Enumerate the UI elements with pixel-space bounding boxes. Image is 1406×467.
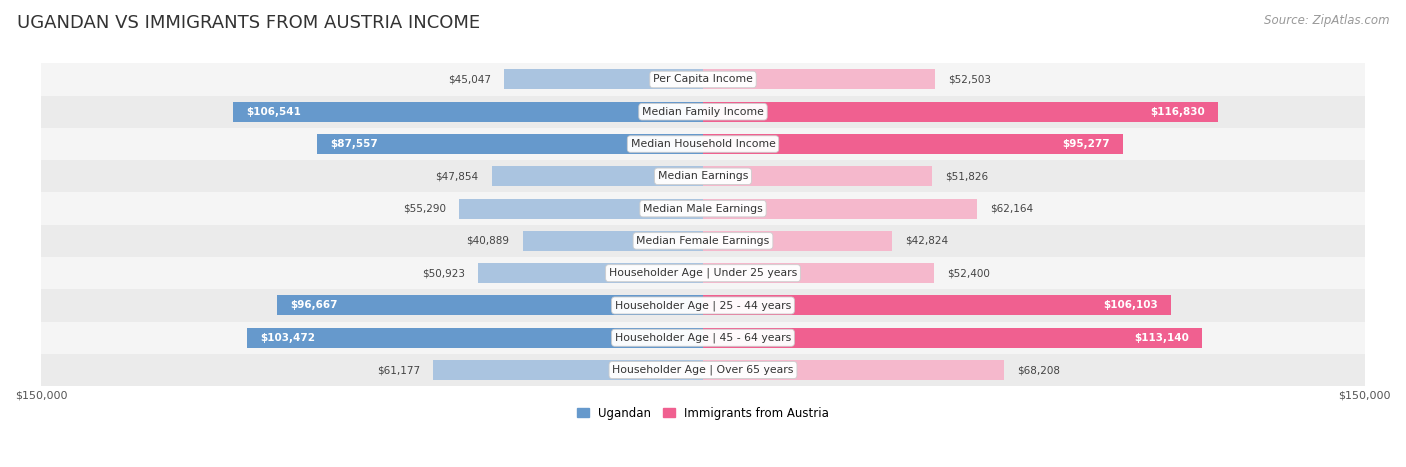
Bar [703,231,891,251]
Text: Householder Age | Under 25 years: Householder Age | Under 25 years [609,268,797,278]
FancyBboxPatch shape [41,322,1365,354]
Text: Median Earnings: Median Earnings [658,171,748,181]
Text: $47,854: $47,854 [436,171,478,181]
Text: $68,208: $68,208 [1017,365,1060,375]
Text: UGANDAN VS IMMIGRANTS FROM AUSTRIA INCOME: UGANDAN VS IMMIGRANTS FROM AUSTRIA INCOM… [17,14,479,32]
Bar [505,70,703,90]
Text: Householder Age | 25 - 44 years: Householder Age | 25 - 44 years [614,300,792,311]
Text: $40,889: $40,889 [467,236,509,246]
Text: Source: ZipAtlas.com: Source: ZipAtlas.com [1264,14,1389,27]
Bar [703,296,1171,316]
Bar [523,231,703,251]
FancyBboxPatch shape [41,128,1365,160]
Bar [316,134,703,154]
Bar [246,328,703,348]
Text: Householder Age | Over 65 years: Householder Age | Over 65 years [612,365,794,375]
Bar [433,360,703,380]
Bar [703,70,935,90]
FancyBboxPatch shape [41,290,1365,322]
Bar [703,198,977,219]
Text: $113,140: $113,140 [1135,333,1189,343]
Text: Median Household Income: Median Household Income [630,139,776,149]
Bar [460,198,703,219]
Text: $87,557: $87,557 [330,139,378,149]
FancyBboxPatch shape [41,225,1365,257]
Text: Householder Age | 45 - 64 years: Householder Age | 45 - 64 years [614,333,792,343]
Text: $62,164: $62,164 [990,204,1033,213]
Text: $42,824: $42,824 [905,236,948,246]
FancyBboxPatch shape [41,192,1365,225]
Text: $116,830: $116,830 [1150,107,1205,117]
Text: $55,290: $55,290 [404,204,446,213]
Bar [703,328,1202,348]
Text: $52,503: $52,503 [948,74,991,85]
Text: $96,667: $96,667 [290,300,337,311]
Text: $50,923: $50,923 [422,268,465,278]
Text: $106,103: $106,103 [1104,300,1159,311]
Bar [478,263,703,283]
Bar [703,134,1123,154]
Legend: Ugandan, Immigrants from Austria: Ugandan, Immigrants from Austria [572,402,834,425]
FancyBboxPatch shape [41,160,1365,192]
FancyBboxPatch shape [41,354,1365,386]
FancyBboxPatch shape [41,257,1365,290]
Text: Median Family Income: Median Family Income [643,107,763,117]
Text: $95,277: $95,277 [1063,139,1111,149]
Text: Median Female Earnings: Median Female Earnings [637,236,769,246]
Bar [492,166,703,186]
FancyBboxPatch shape [41,96,1365,128]
Text: $106,541: $106,541 [246,107,301,117]
FancyBboxPatch shape [41,64,1365,96]
Text: Per Capita Income: Per Capita Income [652,74,754,85]
Bar [703,102,1219,122]
Bar [233,102,703,122]
Text: $51,826: $51,826 [945,171,988,181]
Bar [703,263,934,283]
Text: $103,472: $103,472 [260,333,315,343]
Bar [703,166,932,186]
Text: $61,177: $61,177 [377,365,420,375]
Text: Median Male Earnings: Median Male Earnings [643,204,763,213]
Bar [703,360,1004,380]
Text: $52,400: $52,400 [948,268,990,278]
Text: $45,047: $45,047 [449,74,491,85]
Bar [277,296,703,316]
